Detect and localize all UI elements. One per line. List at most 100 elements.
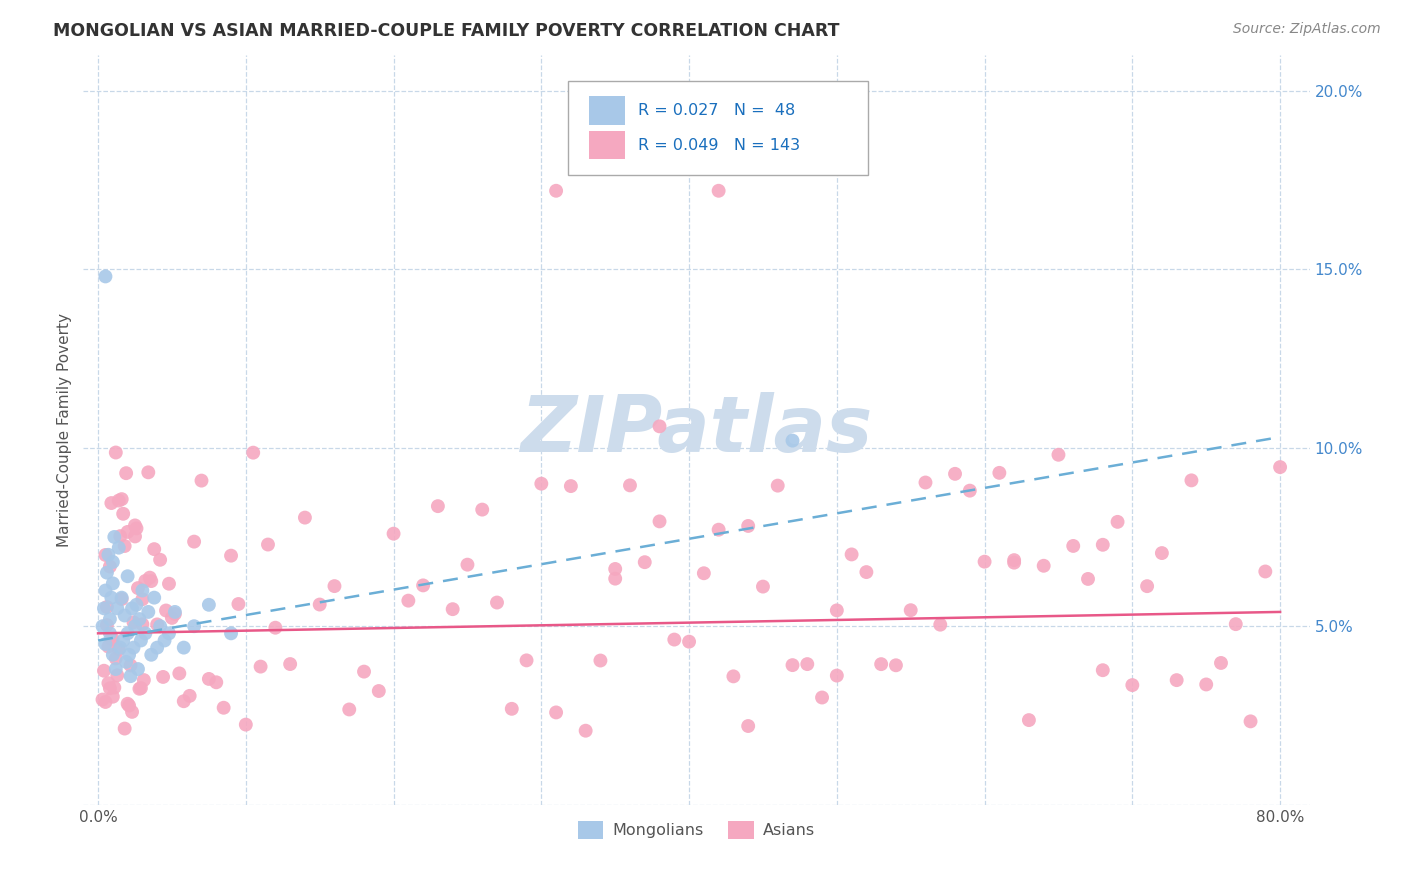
Point [94,269,117,284]
Point [117,626,139,640]
Point [149,553,172,567]
Point [441,602,464,616]
Point [118,698,141,713]
Point [546,706,568,720]
Point [131,592,153,607]
Point [796,657,818,672]
Point [125,598,148,612]
Point [257,537,280,551]
Point [589,654,612,668]
Point [111,591,134,605]
Point [128,681,150,696]
Point [105,668,128,682]
Point [152,670,174,684]
Point [752,580,775,594]
Point [1209,656,1232,670]
Point [707,523,730,537]
Point [648,515,671,529]
Point [94,583,117,598]
Point [235,717,257,731]
Point [1195,677,1218,691]
Point [141,574,163,588]
Point [149,619,172,633]
Point [114,608,136,623]
Point [163,605,186,619]
Point [111,592,134,607]
Point [157,576,180,591]
Point [1180,474,1202,488]
Point [619,478,641,492]
Point [155,603,177,617]
Point [93,601,115,615]
Point [101,632,124,647]
Point [219,626,242,640]
Point [337,702,360,716]
Point [136,466,159,480]
Point [101,648,124,662]
Point [107,541,129,555]
Point [111,492,134,507]
Point [664,632,686,647]
Point [131,583,153,598]
Point [766,478,789,492]
Point [121,705,143,719]
Point [1062,539,1084,553]
Point [190,474,212,488]
Point [134,574,156,588]
Point [157,626,180,640]
Point [101,690,124,704]
Point [249,659,271,673]
Point [811,690,834,705]
Point [115,466,138,480]
Point [124,518,146,533]
Point [110,640,132,655]
Point [114,722,136,736]
Point [1077,572,1099,586]
Point [412,578,434,592]
Point [1166,673,1188,687]
Point [169,666,191,681]
Point [143,591,166,605]
Point [160,611,183,625]
Point [101,555,124,569]
Point [959,483,981,498]
Point [516,653,538,667]
Point [205,675,228,690]
Point [426,499,449,513]
Point [97,640,120,654]
FancyBboxPatch shape [568,81,868,175]
Point [122,615,145,630]
Point [308,598,330,612]
Point [173,640,195,655]
Point [143,542,166,557]
Point [93,664,115,678]
Point [1091,663,1114,677]
Point [212,700,235,714]
Point [112,633,135,648]
Point [605,572,627,586]
Point [900,603,922,617]
Point [118,648,141,662]
Point [131,617,153,632]
Point [97,548,120,562]
Point [396,593,419,607]
Point [183,534,205,549]
Point [100,632,122,646]
Point [1254,565,1277,579]
Point [91,619,114,633]
Point [103,530,125,544]
Point [707,184,730,198]
Point [973,555,995,569]
Point [501,702,523,716]
Point [198,672,221,686]
Point [1091,538,1114,552]
Point [104,662,127,676]
Point [163,607,186,621]
Text: R = 0.027   N =  48: R = 0.027 N = 48 [637,103,794,118]
Point [101,576,124,591]
Point [179,689,201,703]
Point [117,524,139,539]
Point [139,571,162,585]
Point [105,601,128,615]
Point [100,496,122,510]
